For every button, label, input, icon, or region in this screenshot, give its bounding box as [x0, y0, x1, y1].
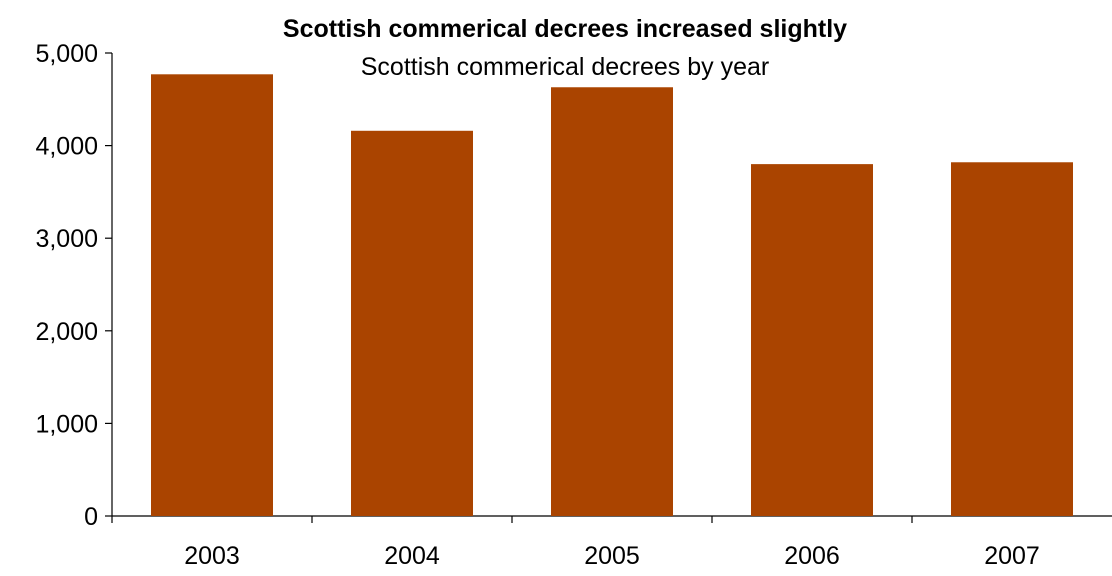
y-tick-label: 5,000 — [35, 40, 98, 68]
y-tick-label: 4,000 — [35, 133, 98, 161]
y-tick-label: 2,000 — [35, 318, 98, 346]
chart-title: Scottish commerical decrees increased sl… — [282, 15, 848, 43]
y-tick-label: 3,000 — [35, 225, 98, 253]
x-tick-label: 2003 — [184, 542, 240, 570]
bar-2003 — [151, 74, 273, 516]
y-tick-label: 1,000 — [35, 410, 98, 438]
bar-2004 — [351, 130, 473, 516]
bar-2005 — [551, 87, 673, 517]
chart-subtitle: Scottish commerical decrees by year — [360, 53, 770, 81]
x-tick-label: 2006 — [784, 542, 840, 570]
x-tick-label: 2005 — [584, 542, 640, 570]
x-tick-label: 2004 — [384, 542, 440, 570]
bar-2006 — [751, 164, 873, 516]
bar-2007 — [951, 162, 1073, 516]
x-tick-label: 2007 — [984, 542, 1040, 570]
y-tick-label: 0 — [84, 503, 98, 531]
